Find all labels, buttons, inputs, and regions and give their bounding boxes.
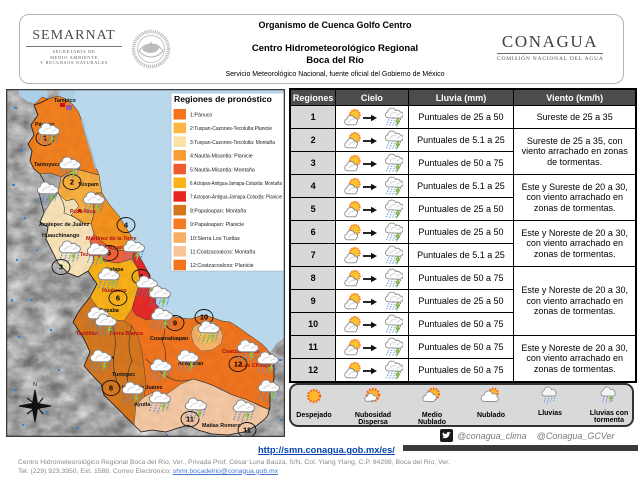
- svg-text:2:Tuxpan-Cazones-Tecolutla:Pla: 2:Tuxpan-Cazones-Tecolutla:Planicie: [190, 126, 272, 132]
- svg-text:Teotitlán: Teotitlán: [76, 331, 98, 337]
- svg-text:5: 5: [107, 249, 111, 258]
- svg-text:Tuxtepec: Tuxtepec: [112, 372, 135, 378]
- svg-text:3: 3: [59, 263, 63, 272]
- svg-text:4:Nautla-Misantla: Planicie: 4:Nautla-Misantla: Planicie: [190, 154, 253, 160]
- svg-text:Martínez de la Torre: Martínez de la Torre: [86, 236, 137, 242]
- svg-text:Las Choapas: Las Choapas: [241, 363, 275, 369]
- svg-text:Tampico: Tampico: [54, 98, 76, 104]
- svg-text:12: 12: [234, 360, 242, 369]
- svg-text:7:Actopan-Antigua-Jamapa-Cotax: 7:Actopan-Antigua-Jamapa-Cotaxtla: Plani…: [190, 195, 282, 201]
- svg-text:6:Actopan-Antigua-Jamapa-Cotax: 6:Actopan-Antigua-Jamapa-Cotaxtla: Monta…: [190, 181, 282, 187]
- svg-text:Cosamaloapan: Cosamaloapan: [150, 336, 188, 342]
- svg-text:4: 4: [124, 221, 129, 230]
- svg-text:2: 2: [70, 178, 74, 187]
- svg-text:8:Papaloapan: Montaña: 8:Papaloapan: Montaña: [190, 208, 246, 214]
- svg-text:5:Nautla-Misantla: Montaña: 5:Nautla-Misantla: Montaña: [190, 167, 255, 173]
- svg-text:Regiones de pronóstico: Regiones de pronóstico: [174, 94, 272, 104]
- svg-text:11:Coatzacoalcos: Montaña: 11:Coatzacoalcos: Montaña: [190, 250, 255, 256]
- svg-text:N: N: [33, 382, 37, 388]
- svg-text:8: 8: [109, 384, 113, 393]
- svg-text:Acatepec de Juárez: Acatepec de Juárez: [39, 222, 90, 228]
- svg-text:Orizaba: Orizaba: [99, 308, 120, 314]
- svg-text:Misantla: Misantla: [108, 245, 131, 251]
- svg-text:Ayutla: Ayutla: [134, 402, 151, 408]
- svg-text:12:Coatzacoalcos: Planicie: 12:Coatzacoalcos: Planicie: [190, 263, 254, 269]
- svg-text:10: 10: [200, 313, 208, 322]
- svg-text:Túxpam: Túxpam: [78, 182, 99, 188]
- svg-text:6: 6: [116, 294, 120, 303]
- svg-text:1:Pánuco: 1:Pánuco: [190, 113, 212, 119]
- svg-text:Matías Romero: Matías Romero: [202, 423, 241, 429]
- svg-text:Tantoyuca: Tantoyuca: [34, 162, 62, 168]
- svg-text:11: 11: [243, 426, 251, 435]
- svg-text:Poza Rica: Poza Rica: [70, 209, 96, 215]
- svg-text:Tierra Blanca: Tierra Blanca: [109, 331, 144, 337]
- svg-text:11: 11: [186, 415, 194, 424]
- svg-text:Xalapa: Xalapa: [106, 267, 124, 273]
- svg-text:10:Sierra Los Tuxtlas: 10:Sierra Los Tuxtlas: [190, 236, 240, 242]
- svg-text:9: 9: [173, 319, 177, 328]
- svg-text:9:Papaloapan: Planicie: 9:Papaloapan: Planicie: [190, 222, 244, 228]
- svg-text:Huauchinango: Huauchinango: [42, 233, 80, 239]
- svg-text:3:Tuxpan-Cazones-Tecolutla: Mo: 3:Tuxpan-Cazones-Tecolutla: Montaña: [190, 140, 275, 146]
